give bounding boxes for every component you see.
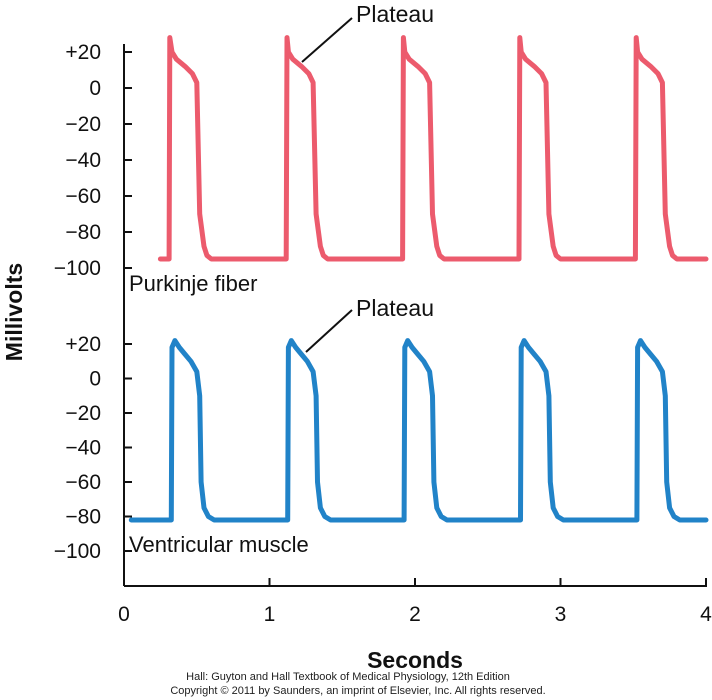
y-axis-title: Millivolts <box>1 263 27 361</box>
plateau-annotation: Plateau <box>356 295 434 321</box>
y-tick-label: +20 <box>65 41 101 64</box>
x-axis-title: Seconds <box>367 647 463 673</box>
y-tick-label: 0 <box>89 77 101 100</box>
y-tick-label: −20 <box>65 113 101 136</box>
ventricular-trace <box>128 338 709 523</box>
purkinje-trace <box>157 35 709 262</box>
y-tick-label: −60 <box>65 185 101 208</box>
purkinje-panel: +20 0 −20 −40 −60 −80 −100 Purkinje fiber Platea… <box>54 1 709 296</box>
ventricular-label: Ventricular muscle <box>129 532 309 557</box>
credit-line-1: Hall: Guyton and Hall Textbook of Medica… <box>186 671 510 683</box>
ventricular-panel: +20 0 −20 −40 −60 −80 −100 Ventricular muscle Pl… <box>54 295 709 563</box>
y-tick-label: −40 <box>65 437 101 460</box>
y-tick-label: −80 <box>65 506 101 529</box>
y-tick-label: −100 <box>54 540 101 563</box>
x-tick-label: 2 <box>409 603 421 626</box>
plateau-pointer-line <box>301 17 353 63</box>
credit-line-2: Copyright © 2011 by Saunders, an imprint… <box>170 685 545 697</box>
y-tick-label: −40 <box>65 149 101 172</box>
y-tick-label: 0 <box>89 368 101 391</box>
x-tick-label: 3 <box>555 603 567 626</box>
plateau-annotation: Plateau <box>356 1 434 27</box>
purkinje-label: Purkinje fiber <box>129 271 257 296</box>
axes-layer: 0 1 2 3 4 <box>118 44 712 626</box>
y-tick-label: +20 <box>65 333 101 356</box>
y-tick-label: −60 <box>65 471 101 494</box>
y-tick-label: −80 <box>65 221 101 244</box>
y-tick-label: −100 <box>54 257 101 280</box>
y-tick-label: −20 <box>65 402 101 425</box>
x-tick-label: 1 <box>264 603 276 626</box>
x-tick-label: 0 <box>118 603 130 626</box>
x-tick-label: 4 <box>700 603 712 626</box>
plateau-pointer-line <box>305 309 353 353</box>
